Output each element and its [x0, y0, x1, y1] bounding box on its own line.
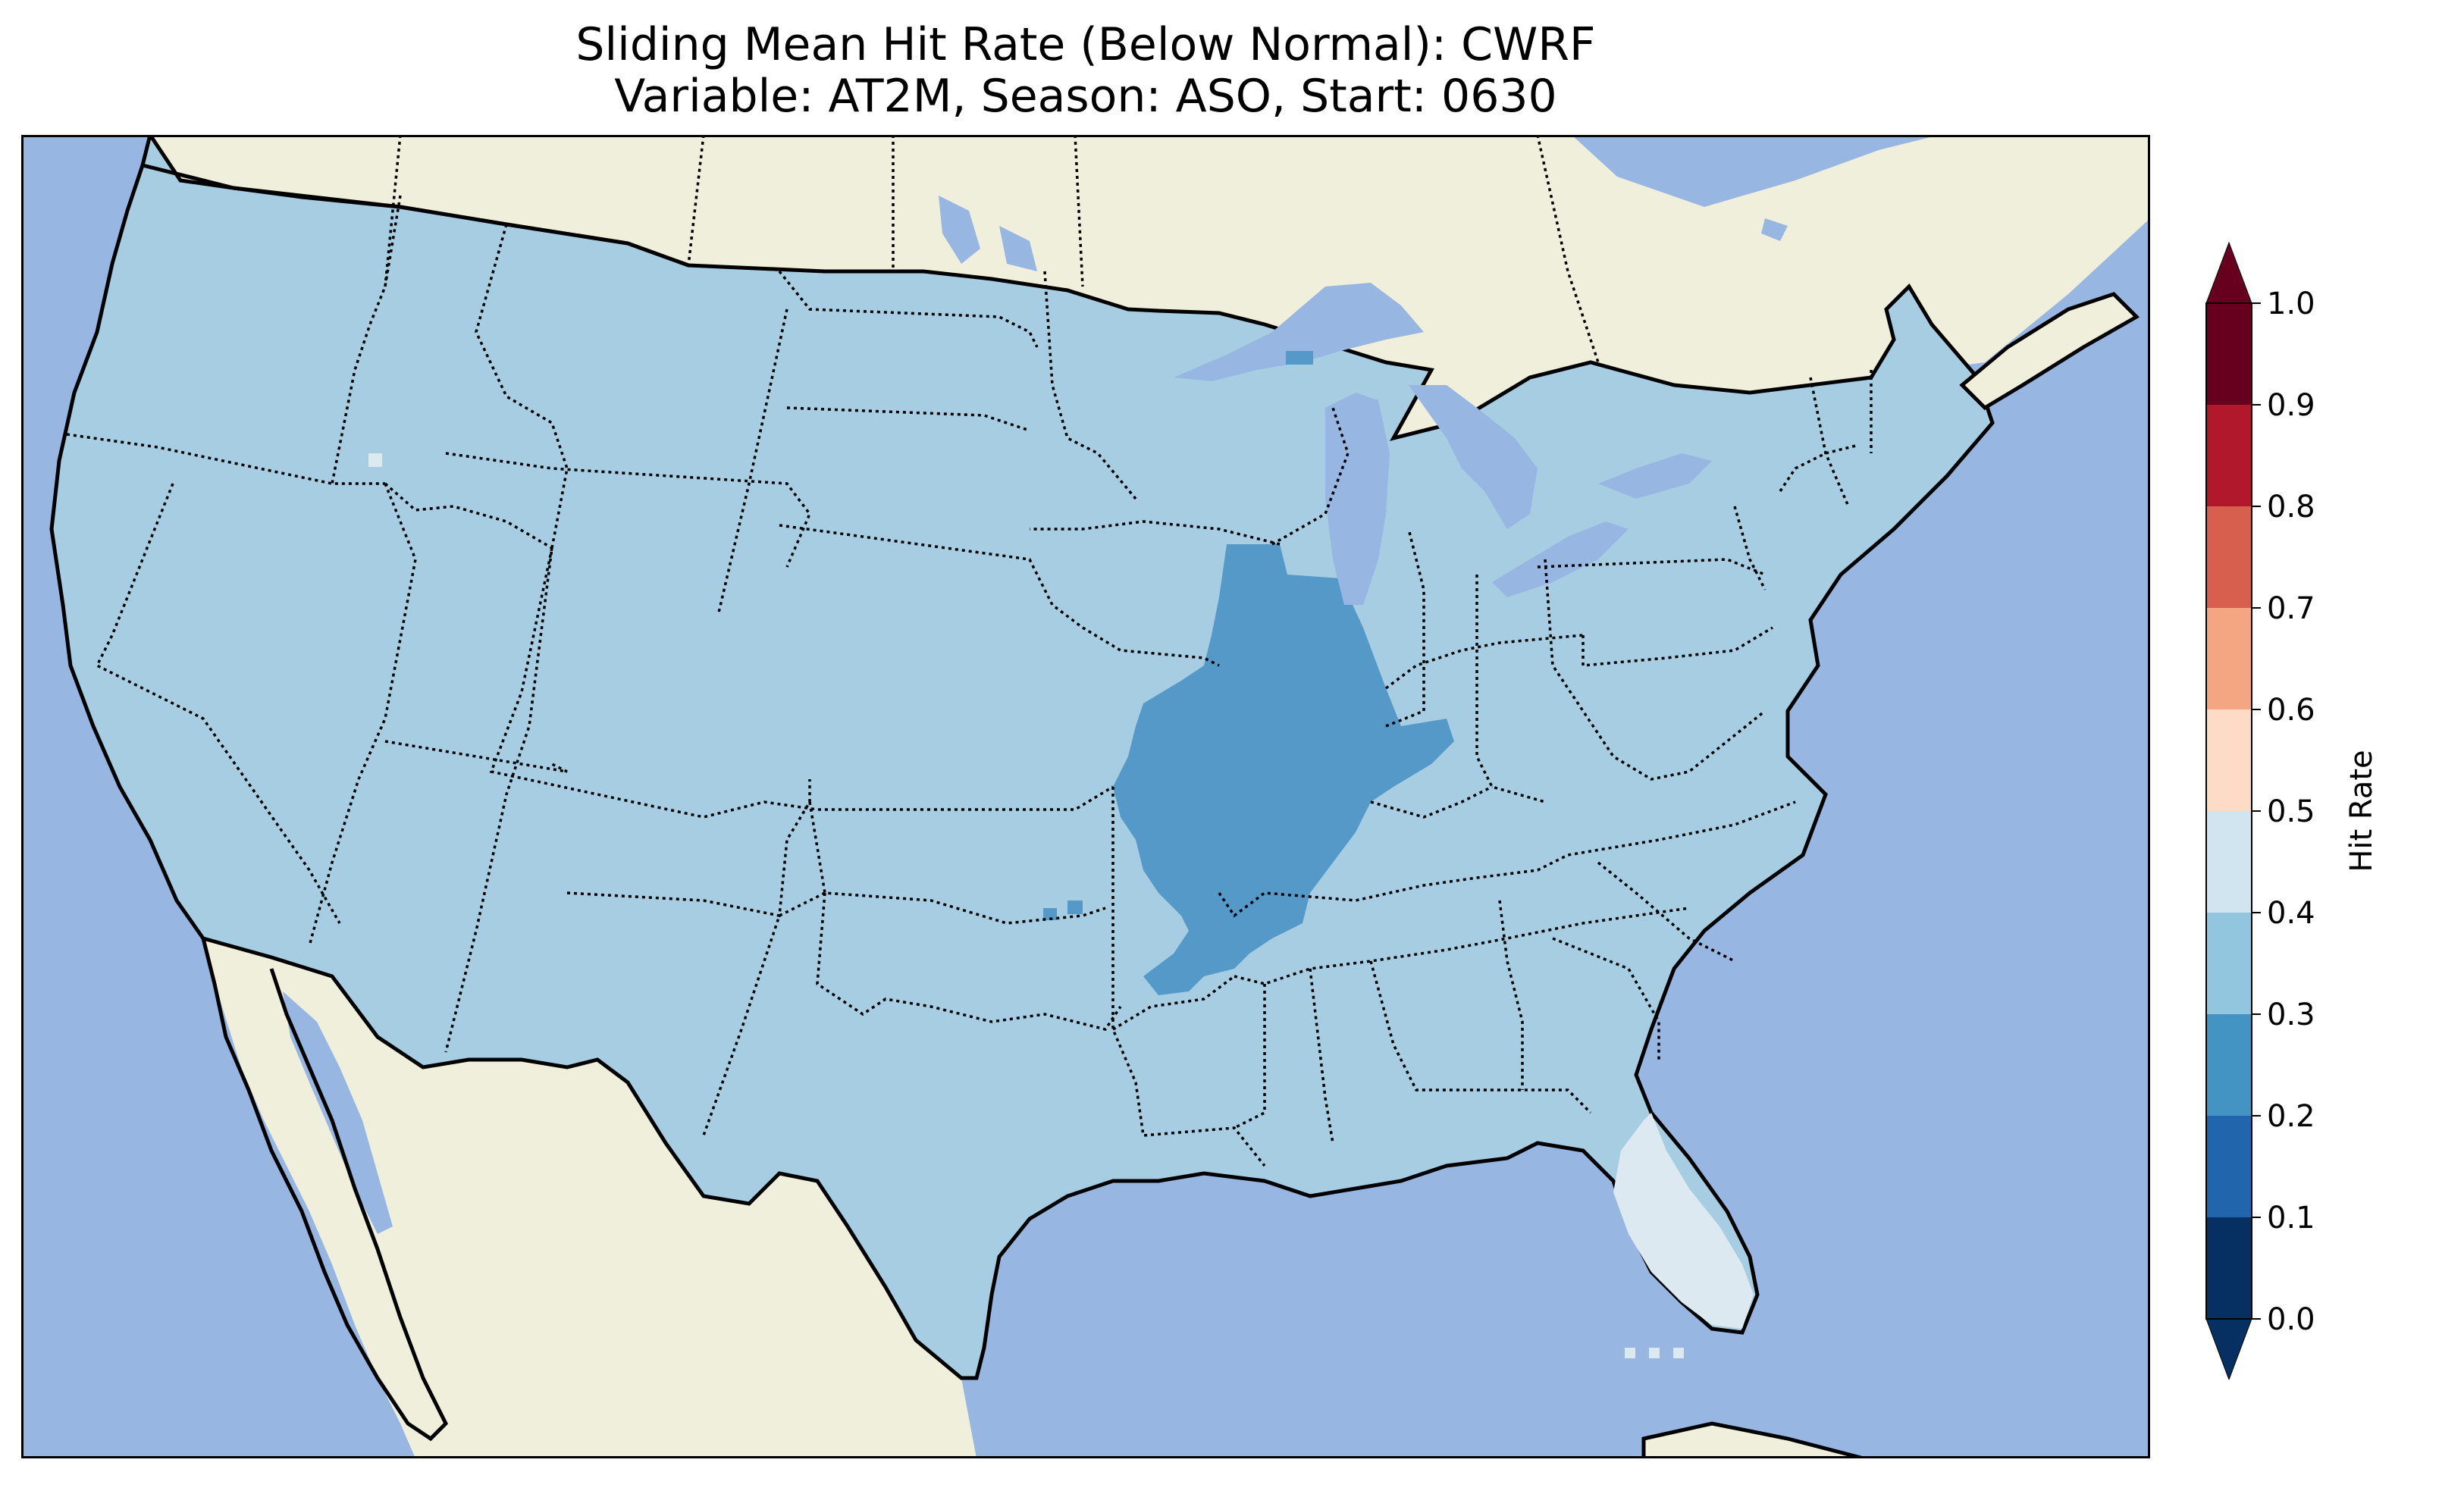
- chart-title-line-1: Sliding Mean Hit Rate (Below Normal): CW…: [575, 18, 1596, 71]
- mississippi-valley-hit-rate-region: [1113, 544, 1454, 995]
- colorbar-tick-label: 0.9: [2267, 388, 2315, 423]
- map-frame: [21, 135, 2150, 1458]
- nova-scotia: [1959, 292, 2140, 411]
- colorbar-tick-label: 0.4: [2267, 896, 2315, 931]
- colorbar-tick-label: 1.0: [2267, 287, 2315, 321]
- colorbar: 0.0 0.1 0.2 0.3 0.4 0.5 0.6 0.7 0.8 0.9 1.0 Hit Ra…: [2205, 241, 2379, 1380]
- colorbar-tick-label: 0.6: [2267, 693, 2315, 728]
- colorbar-bin: [2206, 1217, 2252, 1319]
- colorbar-tick-label: 0.3: [2267, 998, 2315, 1032]
- mexico-land: [203, 938, 977, 1458]
- chart-title-line-2: Variable: AT2M, Season: ASO, Start: 0630: [614, 70, 1557, 123]
- colorbar-tick-label: 0.5: [2267, 794, 2315, 829]
- colorbar-extend-max: [2205, 241, 2252, 304]
- lake-michigan: [1325, 393, 1390, 605]
- small-cell: [1043, 908, 1057, 920]
- colorbar-bin: [2206, 608, 2252, 709]
- colorbar-tick-label: 0.0: [2267, 1302, 2315, 1337]
- colorbar-bin: [2206, 709, 2252, 811]
- colorbar-bin: [2206, 811, 2252, 913]
- colorbar-bin: [2206, 913, 2252, 1014]
- small-cell-keys: [1673, 1348, 1684, 1358]
- colorbar-bin: [2206, 303, 2252, 405]
- colorbar-tick-label: 0.2: [2267, 1099, 2315, 1134]
- colorbar-bins: [2206, 303, 2252, 1319]
- small-cell-keys: [1625, 1348, 1635, 1358]
- state-boundaries: [66, 195, 1873, 1167]
- colorbar-bin: [2206, 405, 2252, 506]
- colorbar-tick-label: 0.8: [2267, 490, 2315, 525]
- canada-provinces: [384, 135, 1600, 363]
- canada-lakes: [939, 196, 1788, 271]
- canada-us-border: [142, 163, 689, 268]
- colorbar-ticks: 0.0 0.1 0.2 0.3 0.4 0.5 0.6 0.7 0.8 0.9 1.0: [2252, 287, 2315, 1337]
- small-cell: [1067, 900, 1083, 914]
- lake-huron: [1409, 385, 1538, 529]
- cuba: [1641, 1421, 1864, 1458]
- gulf-of-california: [283, 991, 393, 1234]
- colorbar-tick-label: 0.1: [2267, 1201, 2315, 1236]
- colorbar-bin: [2206, 506, 2252, 608]
- colorbar-extend-min: [2205, 1318, 2252, 1380]
- lake-superior: [1174, 283, 1424, 381]
- small-cell-idaho: [368, 453, 382, 467]
- map-panel: [21, 135, 2150, 1458]
- lake-ontario: [1598, 453, 1712, 499]
- colorbar-bin: [2206, 1116, 2252, 1217]
- small-cell: [1286, 351, 1313, 365]
- colorbar-label: Hit Rate: [2344, 750, 2379, 872]
- canada-land: [150, 135, 2150, 438]
- colorbar-tick-label: 0.7: [2267, 591, 2315, 626]
- florida-hit-rate-region: [1613, 1113, 1754, 1329]
- lake-erie: [1492, 521, 1629, 597]
- baja-coastline: [201, 938, 449, 1442]
- small-cell-keys: [1649, 1348, 1660, 1358]
- colorbar-bin: [2206, 1014, 2252, 1116]
